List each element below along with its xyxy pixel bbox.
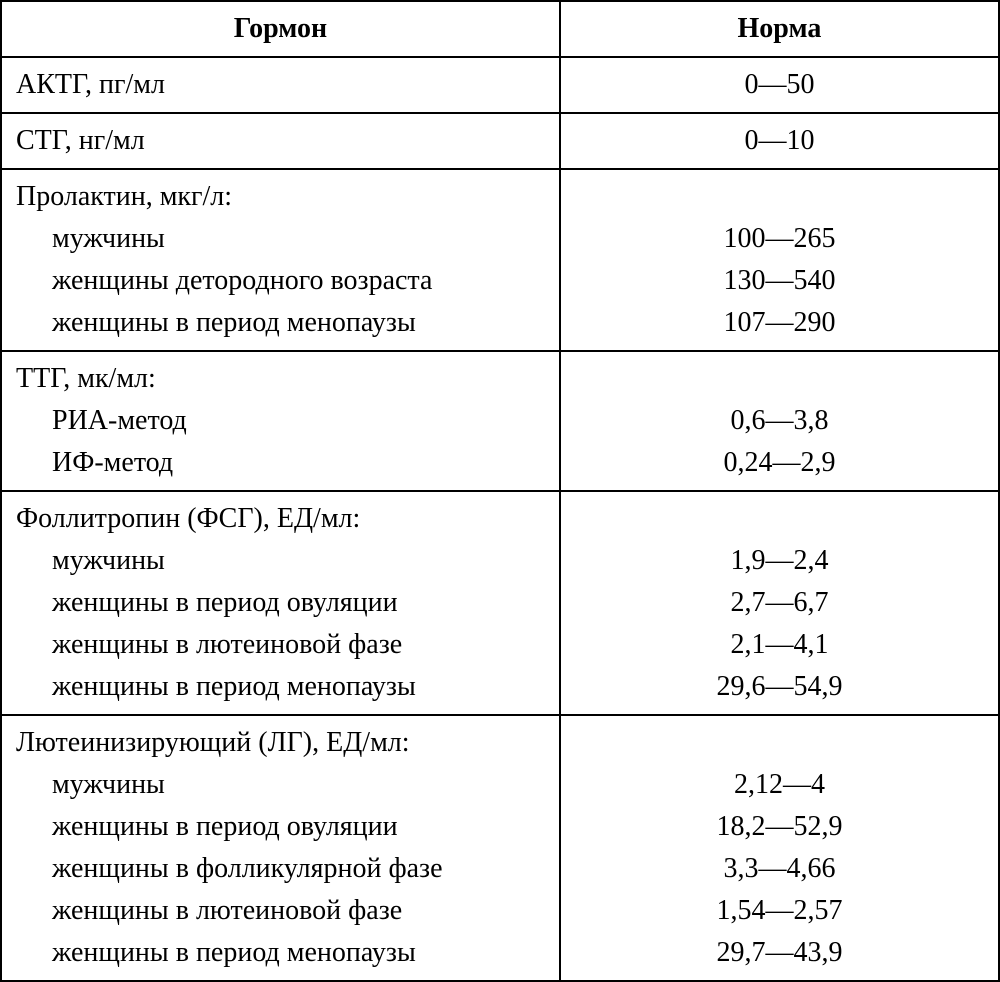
table-row: Лютеинизирующий (ЛГ), ЕД/мл:мужчиныженщи…	[1, 715, 999, 981]
group-item-label: мужчины	[16, 764, 545, 806]
hormone-group-cell: Лютеинизирующий (ЛГ), ЕД/мл:мужчиныженщи…	[1, 715, 560, 981]
norm-group-cell: 100—265130—540107—290	[560, 169, 999, 351]
group-item-label: женщины в период менопаузы	[16, 666, 545, 708]
group-item-value: 100—265	[573, 218, 986, 260]
group-item-value: 2,7—6,7	[573, 582, 986, 624]
group-item-label: ИФ-метод	[16, 442, 545, 484]
group-header: ТТГ, мк/мл:	[16, 358, 545, 400]
blank-line	[573, 498, 986, 540]
group-item-value: 1,54—2,57	[573, 890, 986, 932]
group-item-value: 0,24—2,9	[573, 442, 986, 484]
group-item-label: мужчины	[16, 540, 545, 582]
norm-cell: 0—50	[560, 57, 999, 113]
blank-line	[573, 722, 986, 764]
group-item-value: 0,6—3,8	[573, 400, 986, 442]
group-item-label: мужчины	[16, 218, 545, 260]
hormone-cell: СТГ, нг/мл	[1, 113, 560, 169]
norm-group-cell: 0,6—3,80,24—2,9	[560, 351, 999, 491]
group-item-label: женщины детородного возраста	[16, 260, 545, 302]
group-item-label: женщины в фолликулярной фазе	[16, 848, 545, 890]
group-item-label: РИА-метод	[16, 400, 545, 442]
header-norm: Норма	[560, 1, 999, 57]
table-row: СТГ, нг/мл0—10	[1, 113, 999, 169]
group-item-label: женщины в период менопаузы	[16, 932, 545, 974]
table-row: ТТГ, мк/мл:РИА-методИФ-метод 0,6—3,80,24…	[1, 351, 999, 491]
group-header: Пролактин, мкг/л:	[16, 176, 545, 218]
norm-group-cell: 2,12—418,2—52,93,3—4,661,54—2,5729,7—43,…	[560, 715, 999, 981]
header-hormone: Гормон	[1, 1, 560, 57]
hormone-group-cell: Фоллитропин (ФСГ), ЕД/мл:мужчиныженщины …	[1, 491, 560, 715]
group-item-label: женщины в период овуляции	[16, 582, 545, 624]
group-item-label: женщины в период менопаузы	[16, 302, 545, 344]
group-item-value: 2,12—4	[573, 764, 986, 806]
group-item-value: 130—540	[573, 260, 986, 302]
norm-cell: 0—10	[560, 113, 999, 169]
group-item-value: 18,2—52,9	[573, 806, 986, 848]
group-item-value: 3,3—4,66	[573, 848, 986, 890]
hormone-table: Гормон Норма АКТГ, пг/мл0—50СТГ, нг/мл0—…	[0, 0, 1000, 982]
group-item-value: 107—290	[573, 302, 986, 344]
blank-line	[573, 176, 986, 218]
group-item-label: женщины в лютеиновой фазе	[16, 890, 545, 932]
group-header: Лютеинизирующий (ЛГ), ЕД/мл:	[16, 722, 545, 764]
group-item-label: женщины в период овуляции	[16, 806, 545, 848]
blank-line	[573, 358, 986, 400]
group-item-value: 29,6—54,9	[573, 666, 986, 708]
group-header: Фоллитропин (ФСГ), ЕД/мл:	[16, 498, 545, 540]
hormone-cell: АКТГ, пг/мл	[1, 57, 560, 113]
table-row: Пролактин, мкг/л:мужчиныженщины детородн…	[1, 169, 999, 351]
table-row: Фоллитропин (ФСГ), ЕД/мл:мужчиныженщины …	[1, 491, 999, 715]
group-item-label: женщины в лютеиновой фазе	[16, 624, 545, 666]
group-item-value: 1,9—2,4	[573, 540, 986, 582]
table-row: АКТГ, пг/мл0—50	[1, 57, 999, 113]
table-header-row: Гормон Норма	[1, 1, 999, 57]
hormone-group-cell: Пролактин, мкг/л:мужчиныженщины детородн…	[1, 169, 560, 351]
group-item-value: 29,7—43,9	[573, 932, 986, 974]
norm-group-cell: 1,9—2,42,7—6,72,1—4,129,6—54,9	[560, 491, 999, 715]
hormone-group-cell: ТТГ, мк/мл:РИА-методИФ-метод	[1, 351, 560, 491]
group-item-value: 2,1—4,1	[573, 624, 986, 666]
